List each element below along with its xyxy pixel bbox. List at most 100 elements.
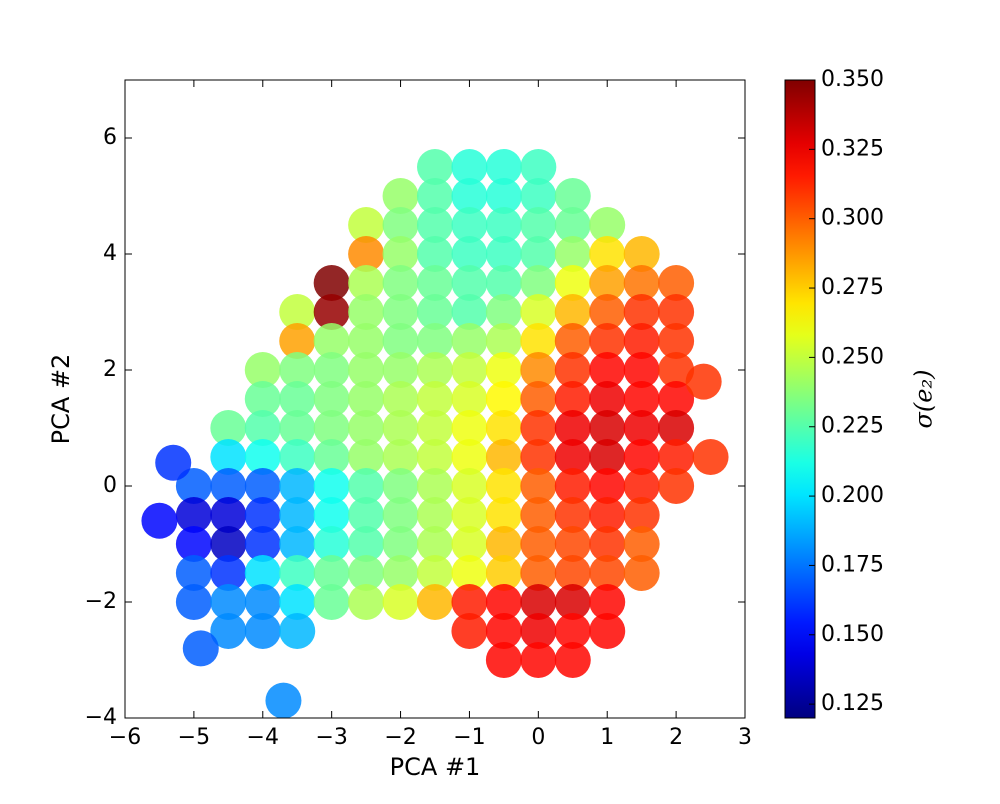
point: [417, 381, 453, 417]
point: [313, 381, 350, 417]
point: [210, 584, 247, 620]
axes: [124, 79, 746, 719]
point: [485, 642, 522, 678]
point: [348, 236, 385, 272]
point: [417, 352, 453, 388]
point: [348, 497, 385, 533]
point: [589, 236, 626, 272]
point: [658, 323, 695, 359]
point: [485, 497, 522, 533]
colorbar-label: σ(e₂): [910, 370, 938, 429]
point: [485, 236, 522, 272]
point: [520, 323, 557, 359]
point: [589, 526, 626, 562]
point: [589, 584, 626, 620]
point: [451, 410, 488, 446]
point: [313, 497, 350, 533]
colorbar-tick-label: 0.325: [821, 136, 884, 161]
point: [244, 555, 281, 591]
point: [589, 381, 626, 417]
point: [279, 584, 316, 620]
point: [485, 468, 522, 504]
point: [279, 468, 316, 504]
point: [520, 555, 557, 591]
point: [692, 439, 729, 475]
point: [244, 526, 281, 562]
point: [382, 323, 419, 359]
point: [175, 555, 212, 591]
point: [175, 584, 212, 620]
point: [244, 381, 281, 417]
point: [210, 439, 247, 475]
point: [279, 555, 316, 591]
point: [623, 294, 660, 330]
point: [658, 294, 695, 330]
y-tick-label: 4: [103, 241, 117, 266]
point: [348, 439, 385, 475]
x-tick-label: −3: [315, 725, 347, 750]
point: [485, 410, 522, 446]
point: [554, 468, 591, 504]
point: [279, 526, 316, 562]
point: [244, 352, 281, 388]
point: [554, 613, 591, 649]
point: [520, 410, 557, 446]
point: [313, 410, 350, 446]
point: [554, 323, 591, 359]
scatter-points: [141, 149, 729, 718]
point: [623, 497, 660, 533]
point: [382, 294, 419, 330]
colorbar: [784, 79, 816, 719]
point: [623, 468, 660, 504]
point: [451, 584, 488, 620]
point: [623, 439, 660, 475]
point: [485, 555, 522, 591]
point: [623, 265, 660, 301]
point: [520, 584, 557, 620]
y-tick-label: 2: [103, 357, 117, 382]
point: [175, 497, 212, 533]
point: [623, 352, 660, 388]
point: [417, 236, 453, 272]
point: [382, 381, 419, 417]
point: [554, 642, 591, 678]
point: [382, 207, 419, 243]
point: [313, 352, 350, 388]
point: [485, 265, 522, 301]
point: [417, 323, 453, 359]
point: [210, 497, 247, 533]
point: [417, 178, 453, 214]
point: [141, 502, 178, 539]
point: [554, 381, 591, 417]
point: [451, 236, 488, 272]
point: [382, 526, 419, 562]
point: [244, 468, 281, 504]
point: [485, 584, 522, 620]
y-axis-label: PCA #2: [47, 354, 75, 445]
point: [451, 555, 488, 591]
point: [348, 410, 385, 446]
point: [182, 630, 219, 667]
point: [244, 613, 281, 649]
point: [554, 526, 591, 562]
point: [520, 149, 557, 185]
point: [155, 444, 192, 481]
x-tick-label: 0: [531, 725, 545, 750]
point: [417, 526, 453, 562]
point: [313, 265, 350, 301]
point: [244, 584, 281, 620]
x-tick-label: −4: [247, 725, 279, 750]
point: [589, 439, 626, 475]
point: [554, 178, 591, 214]
point: [451, 526, 488, 562]
point: [658, 410, 695, 446]
point: [554, 584, 591, 620]
point: [175, 468, 212, 504]
point: [520, 265, 557, 301]
point: [348, 207, 385, 243]
point: [210, 555, 247, 591]
point: [417, 207, 453, 243]
x-tick-label: 3: [738, 725, 752, 750]
point: [589, 294, 626, 330]
